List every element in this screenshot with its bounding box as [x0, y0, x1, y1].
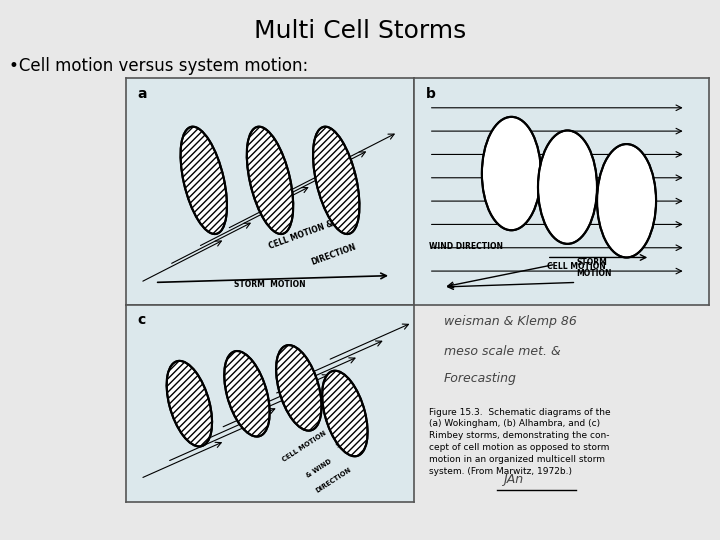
Text: STORM
MOTION: STORM MOTION	[577, 259, 612, 278]
Ellipse shape	[538, 131, 597, 244]
Text: DIRECTION: DIRECTION	[315, 467, 352, 494]
Text: CELL MOTION & WIND: CELL MOTION & WIND	[267, 210, 359, 251]
Ellipse shape	[482, 117, 541, 230]
Text: DIRECTION: DIRECTION	[310, 242, 357, 267]
Ellipse shape	[166, 361, 212, 447]
Text: Forecasting: Forecasting	[444, 372, 516, 385]
Ellipse shape	[224, 351, 270, 436]
Ellipse shape	[181, 127, 227, 234]
Text: weisman & Klemp 86: weisman & Klemp 86	[444, 315, 577, 328]
Ellipse shape	[276, 345, 322, 431]
Text: WIND DIRECTION: WIND DIRECTION	[428, 242, 503, 251]
Ellipse shape	[597, 144, 656, 258]
Text: CELL MOTION: CELL MOTION	[282, 430, 328, 463]
Text: STORM  MOTION: STORM MOTION	[234, 280, 306, 289]
Text: STORM: STORM	[334, 429, 361, 449]
Text: c: c	[138, 313, 145, 327]
Text: •Cell motion versus system motion:: •Cell motion versus system motion:	[9, 57, 308, 75]
Ellipse shape	[247, 127, 293, 234]
Text: CELL MOTION: CELL MOTION	[304, 389, 351, 423]
Text: JAn: JAn	[503, 474, 523, 487]
Text: Multi Cell Storms: Multi Cell Storms	[254, 19, 466, 43]
Text: meso scale met. &: meso scale met. &	[444, 345, 560, 357]
Text: & WIND: & WIND	[305, 458, 333, 478]
Ellipse shape	[313, 127, 359, 234]
Text: b: b	[426, 87, 436, 102]
Ellipse shape	[322, 371, 368, 456]
Text: Figure 15.3.  Schematic diagrams of the
(a) Wokingham, (b) Alhambra, and (c)
Rim: Figure 15.3. Schematic diagrams of the (…	[428, 408, 611, 476]
Text: a: a	[138, 87, 147, 102]
Text: CELL MOTION: CELL MOTION	[547, 262, 606, 271]
